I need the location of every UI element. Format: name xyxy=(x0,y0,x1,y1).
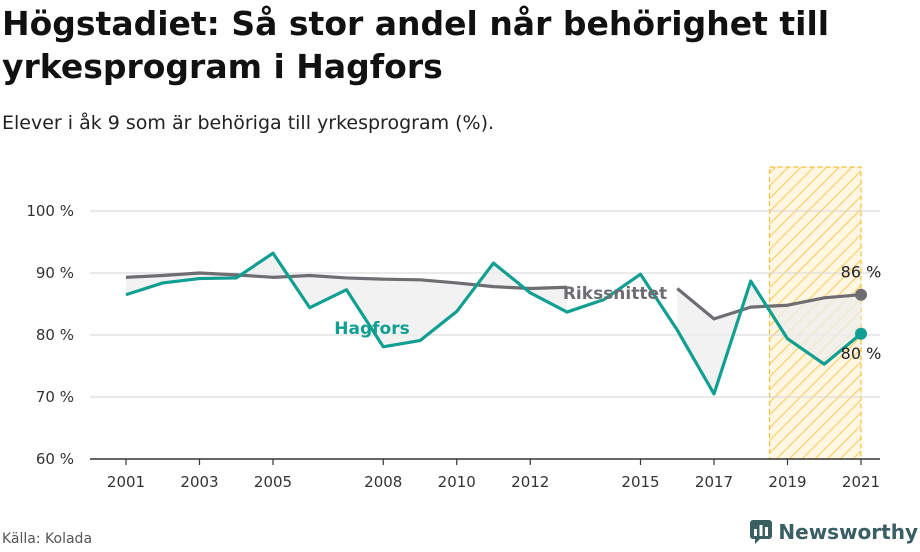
x-tick-label: 2017 xyxy=(695,473,733,491)
brand-name: Newsworthy xyxy=(778,520,918,544)
x-tick-label: 2008 xyxy=(364,473,402,491)
x-tick-label: 2001 xyxy=(107,473,145,491)
brand-logo: Newsworthy xyxy=(750,520,918,544)
end-label-rikssnittet: 86 % xyxy=(841,263,882,282)
end-label-hagfors: 80 % xyxy=(841,344,882,363)
x-tick-label: 2019 xyxy=(768,473,806,491)
y-tick-label: 70 % xyxy=(36,388,74,406)
newsworthy-logo-icon xyxy=(750,520,773,544)
x-tick-label: 2005 xyxy=(254,473,292,491)
series-line-hagfors xyxy=(125,251,863,396)
chart-subtitle: Elever i åk 9 som är behöriga till yrkes… xyxy=(2,112,495,134)
end-point-rikssnittet xyxy=(855,288,867,301)
gap-area xyxy=(677,281,861,394)
chart-title: Högstadiet: Så stor andel når behörighet… xyxy=(2,4,830,86)
y-tick-label: 80 % xyxy=(36,326,74,344)
y-tick-label: 90 % xyxy=(36,264,74,282)
y-tick-label: 100 % xyxy=(26,202,74,220)
x-tick-label: 2021 xyxy=(842,473,880,491)
series-line-rikssnittet xyxy=(125,271,862,321)
x-tick-label: 2010 xyxy=(438,473,476,491)
x-tick-label: 2012 xyxy=(511,473,549,491)
end-point-hagfors xyxy=(855,327,867,340)
x-tick-label: 2015 xyxy=(621,473,659,491)
x-tick-label: 2003 xyxy=(180,473,218,491)
series-label-rikssnittet: Rikssnittet xyxy=(563,284,667,304)
source-note: Källa: Kolada xyxy=(2,531,93,547)
series-label-hagfors: Hagfors xyxy=(334,319,409,339)
y-tick-label: 60 % xyxy=(36,450,74,468)
